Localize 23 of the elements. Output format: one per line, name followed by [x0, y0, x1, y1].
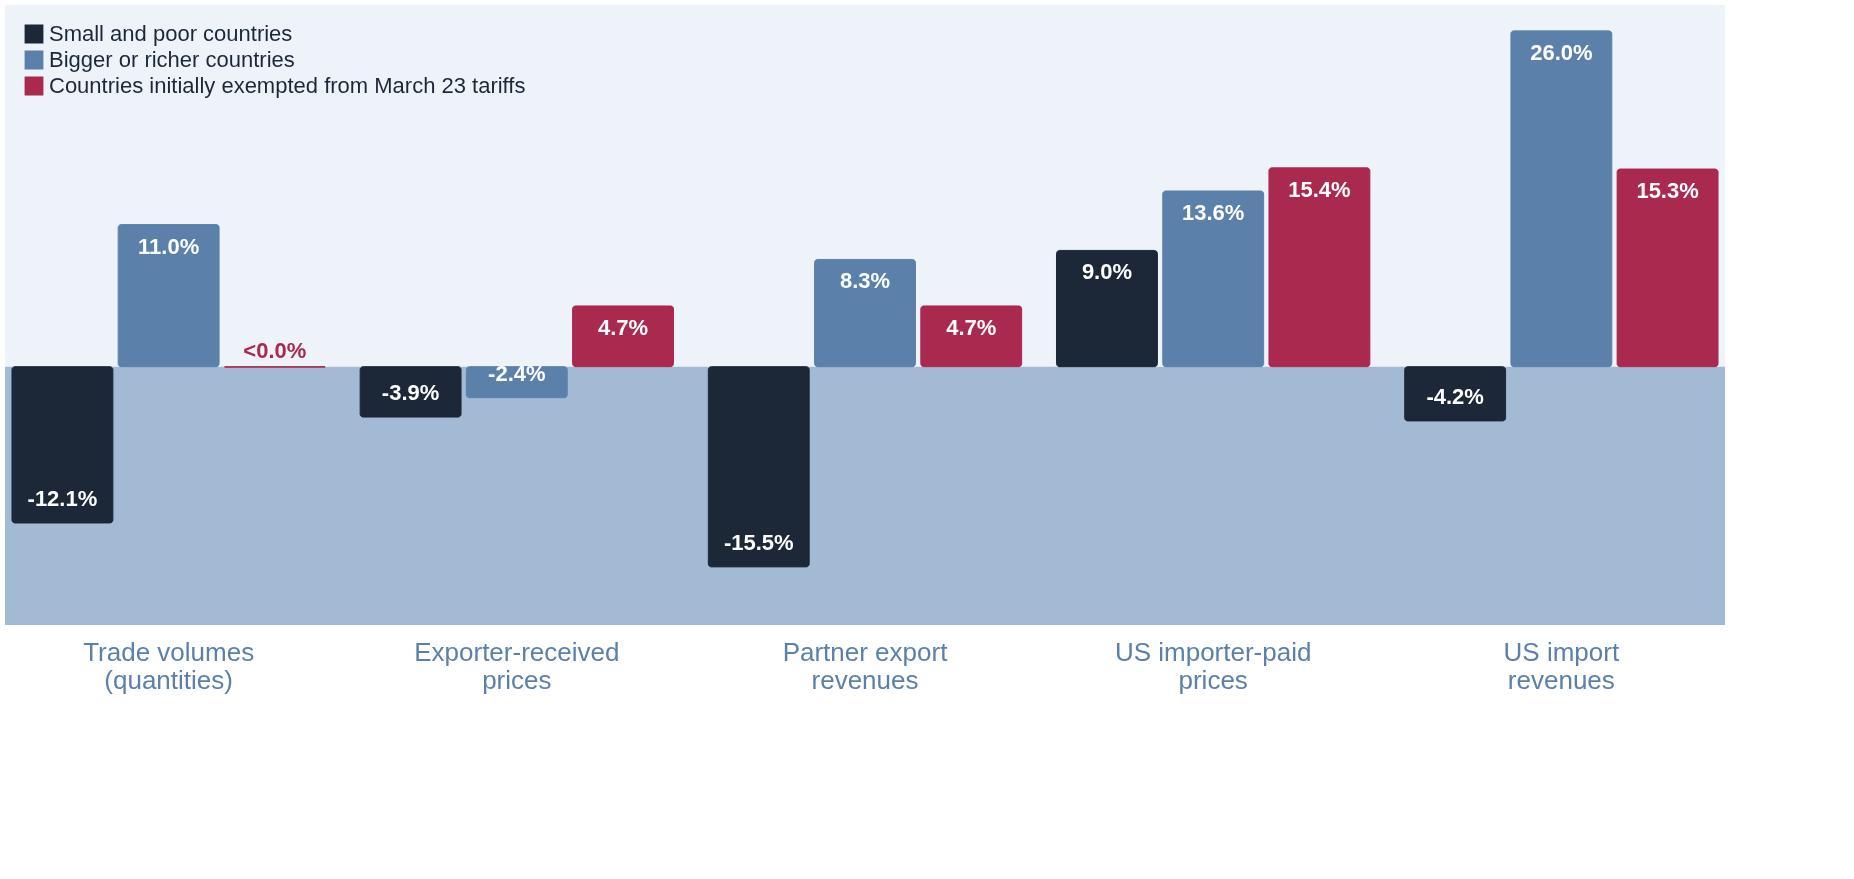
data-label: 13.6% [1181, 200, 1245, 225]
data-label: 11.0% [138, 233, 200, 259]
x-tick-label: Exporter-received prices [414, 636, 620, 695]
data-label: -4.2% [1426, 383, 1484, 409]
data-label: 26.0% [1530, 39, 1593, 65]
legend-label: Small and poor countries [49, 21, 293, 46]
data-label: <0.0% [243, 338, 307, 364]
data-label: 15.4% [1288, 176, 1351, 202]
data-label: -12.1% [27, 485, 98, 511]
data-label: 8.3% [839, 268, 891, 294]
data-label: -2.4% [488, 360, 546, 386]
data-label: -15.5% [723, 529, 794, 555]
x-tick-label: US import revenues [1503, 636, 1620, 695]
data-label: 4.7% [946, 314, 997, 340]
data-label: 4.7% [597, 314, 649, 340]
data-label: 9.0% [1081, 259, 1133, 285]
x-tick-label: US importer-paid prices [1114, 636, 1312, 695]
x-tick-label: Partner export revenues [782, 636, 949, 695]
legend-label: Bigger or richer countries [49, 47, 295, 72]
data-label: -3.9% [381, 380, 440, 406]
data-label: 15.3% [1636, 178, 1699, 204]
x-tick-label: Trade volumes (quantities) [83, 636, 255, 695]
legend-label: Countries initially exempted from March 23 tariffs [49, 73, 526, 98]
